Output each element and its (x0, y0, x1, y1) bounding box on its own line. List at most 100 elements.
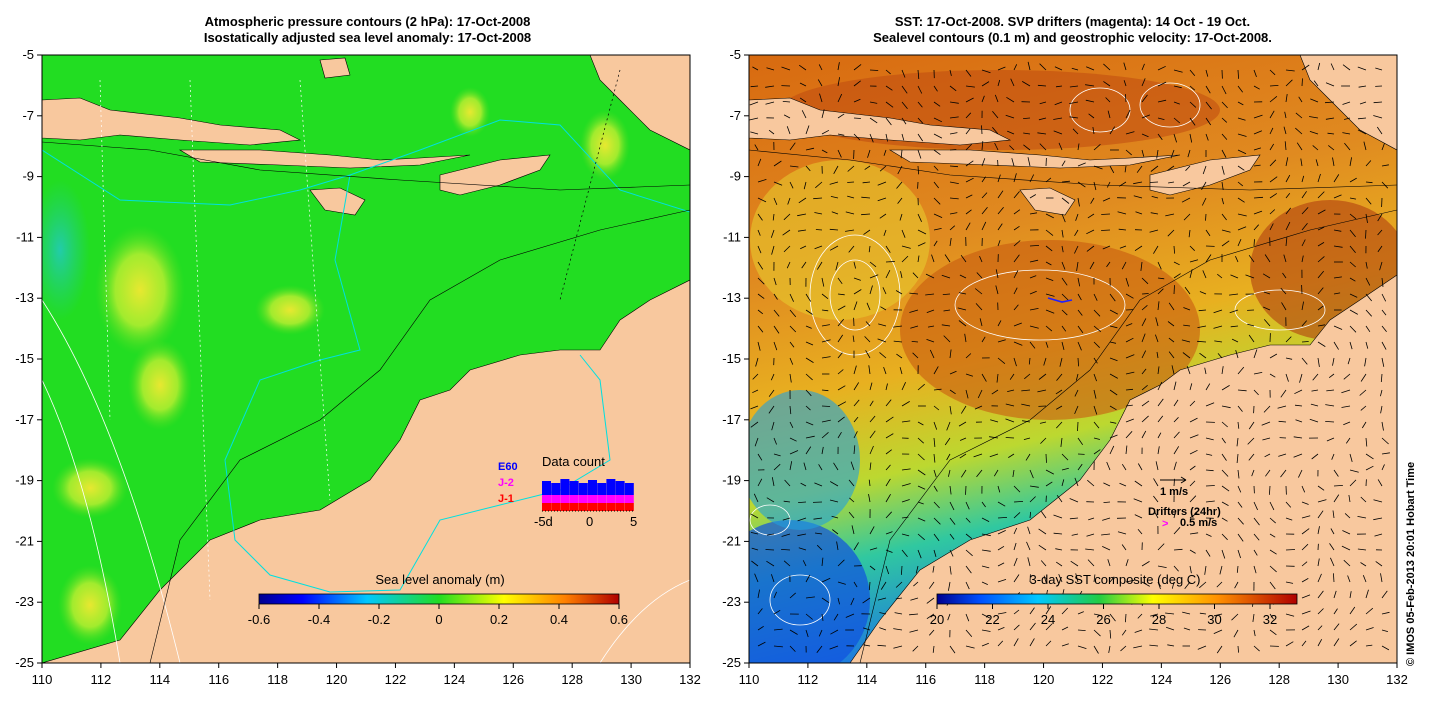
velocity-arrow (1025, 453, 1031, 461)
velocity-arrow (981, 125, 983, 135)
velocity-arrow (1069, 116, 1079, 119)
velocity-arrow (877, 597, 887, 601)
velocity-arrow (1285, 501, 1292, 508)
histogram-bar-j-1 (588, 503, 597, 511)
velocity-arrow (755, 357, 759, 367)
velocity-arrow (813, 517, 823, 520)
velocity-arrow (1173, 399, 1179, 407)
velocity-arrow (1093, 181, 1097, 191)
velocity-arrow (1085, 99, 1095, 103)
velocity-arrow (1326, 437, 1335, 442)
velocity-arrow (1294, 389, 1303, 395)
velocity-arrow (1253, 389, 1259, 396)
histogram-bar-j-1 (569, 503, 579, 511)
velocity-arrow (1333, 494, 1340, 503)
velocity-arrow (901, 565, 903, 575)
velocity-arrow (1381, 164, 1389, 167)
velocity-arrow (977, 389, 983, 399)
velocity-arrow (1361, 421, 1367, 429)
velocity-arrow (1269, 85, 1279, 87)
velocity-arrow (837, 369, 844, 375)
velocity-arrow (1045, 213, 1054, 219)
velocity-arrow (1357, 66, 1367, 71)
velocity-arrow (965, 222, 971, 231)
velocity-arrow (1230, 274, 1239, 279)
velocity-arrow (1087, 559, 1095, 567)
velocity-arrow (869, 261, 877, 268)
velocity-arrow (868, 479, 871, 487)
velocity-arrow (1327, 132, 1335, 135)
velocity-arrow (752, 66, 759, 71)
velocity-arrow (869, 274, 879, 279)
velocity-arrow (1248, 453, 1255, 461)
velocity-arrow (749, 101, 759, 106)
velocity-arrow (1075, 573, 1079, 583)
velocity-arrow (885, 549, 893, 553)
velocity-arrow (789, 142, 796, 151)
velocity-arrow (1283, 254, 1287, 263)
velocity-arrow (869, 547, 878, 551)
velocity-arrow (1154, 512, 1159, 519)
velocity-arrow (974, 405, 983, 410)
velocity-arrow (1342, 64, 1351, 71)
velocity-arrow (833, 165, 839, 174)
velocity-arrow (1005, 418, 1015, 423)
velocity-arrow (768, 389, 775, 397)
velocity-arrow (1045, 177, 1052, 183)
histogram-bar-e60 (542, 481, 551, 495)
sealevel-contour (829, 259, 881, 331)
velocity-arrow (1283, 126, 1287, 135)
hist-tick-minus5d: -5d (534, 514, 553, 529)
velocity-arrow (821, 419, 831, 423)
sla-colorbar-tick-label: -0.6 (248, 612, 270, 627)
sst-cold-patch (749, 520, 870, 663)
velocity-arrow (1269, 110, 1275, 119)
histogram-bar-e60 (551, 483, 561, 495)
velocity-arrow (1171, 581, 1175, 589)
velocity-arrow (867, 149, 871, 158)
velocity-arrow (1237, 366, 1245, 375)
velocity-arrow (1349, 177, 1357, 183)
sst-cool-patch (750, 160, 930, 320)
sst-colorbar-tick-label: 24 (1041, 612, 1055, 627)
sst-colorbar-tick-label: 32 (1263, 612, 1277, 627)
velocity-arrow (1040, 511, 1047, 519)
velocity-arrow (1205, 500, 1215, 503)
velocity-arrow (1109, 421, 1117, 424)
velocity-arrow (1141, 400, 1150, 407)
velocity-arrow (1317, 608, 1324, 615)
velocity-arrow (1221, 213, 1227, 221)
velocity-arrow (933, 240, 938, 247)
velocity-arrow (1381, 341, 1387, 350)
velocity-arrow (1301, 320, 1308, 327)
velocity-arrow (1295, 127, 1303, 135)
velocity-arrow (1295, 419, 1303, 423)
velocity-arrow (837, 277, 843, 285)
velocity-arrow (1360, 405, 1367, 411)
velocity-arrow (1093, 389, 1097, 399)
velocity-arrow (1265, 469, 1271, 477)
velocity-arrow (877, 197, 887, 202)
velocity-arrow (1093, 645, 1099, 654)
velocity-arrow (766, 533, 775, 536)
velocity-arrow (1058, 142, 1063, 151)
velocity-arrow (1039, 143, 1047, 151)
velocity-arrow (1182, 181, 1191, 187)
velocity-arrow (933, 517, 941, 525)
velocity-arrow (1324, 101, 1335, 104)
sst-colorbar-tick-label: 26 (1096, 612, 1110, 627)
velocity-arrow (1269, 95, 1278, 103)
velocity-arrow (783, 245, 791, 253)
velocity-arrow (1325, 404, 1335, 407)
velocity-arrow (1284, 141, 1287, 151)
velocity-arrow (1173, 261, 1180, 266)
velocity-arrow (829, 181, 839, 185)
velocity-arrow (1013, 638, 1019, 647)
velocity-arrow (1121, 629, 1127, 636)
right-lat-label: -11 (723, 229, 741, 244)
velocity-arrow (1269, 517, 1276, 524)
velocity-scale-label: 1 m/s (1160, 486, 1188, 498)
right-lon-label: 114 (856, 672, 877, 687)
velocity-arrow (803, 181, 807, 190)
velocity-arrow (837, 385, 846, 391)
